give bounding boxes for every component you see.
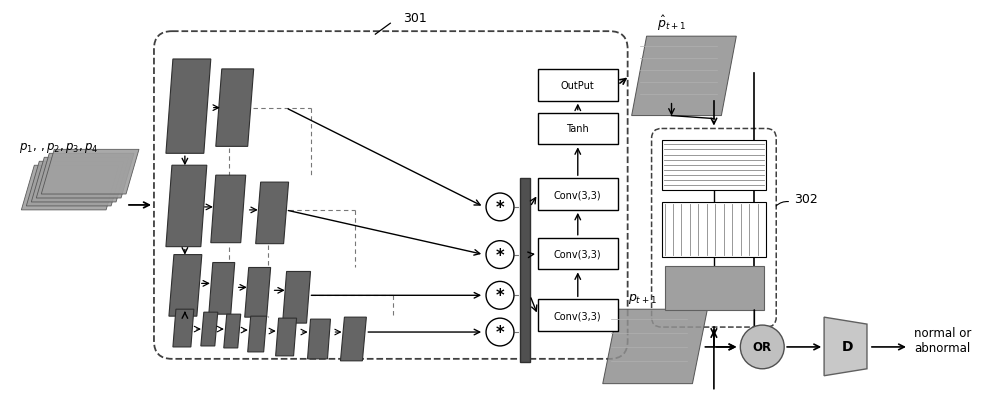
Polygon shape [256,182,289,244]
Text: Conv(3,3): Conv(3,3) [554,250,602,260]
Text: OutPut: OutPut [561,81,595,91]
Bar [520,178,530,362]
Text: *: * [496,199,504,217]
Bar [538,299,618,331]
Polygon shape [169,255,202,316]
Text: OR: OR [753,342,772,354]
Polygon shape [245,268,271,317]
Text: 302: 302 [794,193,818,206]
Polygon shape [41,149,139,194]
Text: Tanh: Tanh [566,125,589,134]
Text: Conv(3,3): Conv(3,3) [554,190,602,200]
Text: $\hat{p}_{t+1}$: $\hat{p}_{t+1}$ [657,14,686,33]
Polygon shape [824,317,867,376]
Circle shape [486,281,514,309]
Polygon shape [166,59,211,153]
Polygon shape [276,318,297,356]
Circle shape [740,325,784,369]
Polygon shape [308,319,330,359]
FancyArrowPatch shape [776,202,788,206]
Text: $p_1,\,,p_2,p_3,p_4$: $p_1,\,,p_2,p_3,p_4$ [19,141,99,155]
Circle shape [486,241,514,268]
Polygon shape [201,312,218,346]
Polygon shape [248,316,267,352]
Bar [538,178,618,210]
Text: D: D [841,340,853,354]
Polygon shape [173,309,194,347]
Polygon shape [26,161,124,206]
Text: normal or
abnormal: normal or abnormal [914,327,971,355]
Bar [665,266,764,310]
Polygon shape [224,314,241,348]
Bar [538,238,618,270]
Polygon shape [36,153,134,198]
Circle shape [486,318,514,346]
Polygon shape [166,165,207,247]
Text: *: * [496,324,504,342]
Text: *: * [496,287,504,305]
Polygon shape [31,157,129,202]
Text: *: * [496,246,504,264]
Polygon shape [21,165,119,210]
Polygon shape [209,263,235,314]
Bar [538,69,618,101]
Circle shape [486,193,514,221]
Polygon shape [603,309,707,384]
Polygon shape [340,317,366,361]
Text: $p_{t+1}$: $p_{t+1}$ [628,292,657,306]
Text: Conv(3,3): Conv(3,3) [554,311,602,321]
Polygon shape [211,175,246,242]
Text: 301: 301 [403,12,427,25]
Polygon shape [216,69,254,146]
Polygon shape [632,36,736,116]
Bar [662,140,766,190]
Polygon shape [283,272,311,323]
Bar [662,202,766,257]
Bar [538,113,618,144]
